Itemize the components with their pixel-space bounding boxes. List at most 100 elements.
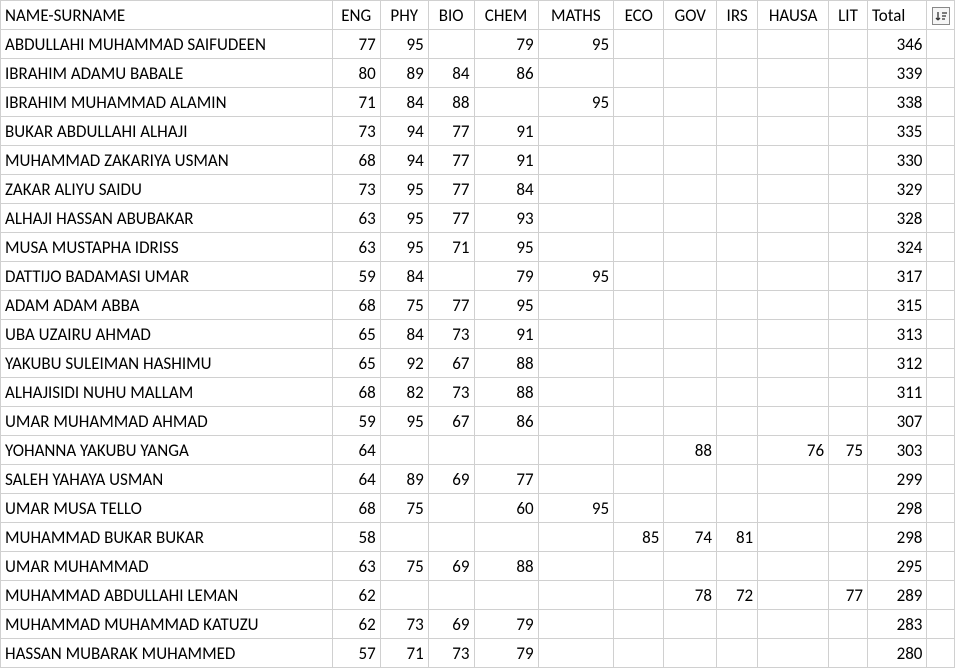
cell-hausa[interactable] xyxy=(758,59,829,88)
cell-hausa[interactable]: 76 xyxy=(758,436,829,465)
cell-irs[interactable] xyxy=(717,88,758,117)
cell-eng[interactable]: 57 xyxy=(332,639,380,668)
cell-hausa[interactable] xyxy=(758,320,829,349)
cell-eco[interactable] xyxy=(614,30,664,59)
cell-lit[interactable] xyxy=(829,494,868,523)
col-header-chem[interactable]: CHEM xyxy=(474,1,538,30)
cell-total[interactable]: 313 xyxy=(867,320,926,349)
cell-lit[interactable] xyxy=(829,262,868,291)
cell-hausa[interactable] xyxy=(758,523,829,552)
cell-lit[interactable] xyxy=(829,30,868,59)
cell-eco[interactable] xyxy=(614,494,664,523)
cell-empty[interactable] xyxy=(927,494,955,523)
cell-total[interactable]: 328 xyxy=(867,204,926,233)
cell-total[interactable]: 339 xyxy=(867,59,926,88)
cell-gov[interactable] xyxy=(664,407,717,436)
cell-hausa[interactable] xyxy=(758,610,829,639)
col-header-gov[interactable]: GOV xyxy=(664,1,717,30)
cell-bio[interactable]: 69 xyxy=(428,552,474,581)
cell-eng[interactable]: 65 xyxy=(332,320,380,349)
cell-maths[interactable] xyxy=(538,610,613,639)
cell-eng[interactable]: 77 xyxy=(332,30,380,59)
cell-phy[interactable]: 75 xyxy=(380,291,428,320)
cell-name[interactable]: ZAKAR ALIYU SAIDU xyxy=(1,175,333,204)
cell-lit[interactable]: 77 xyxy=(829,581,868,610)
cell-eng[interactable]: 73 xyxy=(332,117,380,146)
cell-eng[interactable]: 63 xyxy=(332,233,380,262)
cell-maths[interactable] xyxy=(538,378,613,407)
cell-eng[interactable]: 62 xyxy=(332,581,380,610)
cell-gov[interactable] xyxy=(664,175,717,204)
cell-eco[interactable] xyxy=(614,378,664,407)
cell-maths[interactable] xyxy=(538,552,613,581)
cell-chem[interactable]: 95 xyxy=(474,233,538,262)
cell-irs[interactable] xyxy=(717,378,758,407)
cell-empty[interactable] xyxy=(927,204,955,233)
cell-chem[interactable]: 79 xyxy=(474,610,538,639)
cell-eco[interactable] xyxy=(614,88,664,117)
cell-name[interactable]: IBRAHIM MUHAMMAD ALAMIN xyxy=(1,88,333,117)
cell-empty[interactable] xyxy=(927,436,955,465)
cell-empty[interactable] xyxy=(927,378,955,407)
cell-lit[interactable] xyxy=(829,175,868,204)
cell-bio[interactable]: 77 xyxy=(428,146,474,175)
cell-lit[interactable] xyxy=(829,204,868,233)
col-header-maths[interactable]: MATHS xyxy=(538,1,613,30)
cell-lit[interactable] xyxy=(829,465,868,494)
cell-irs[interactable] xyxy=(717,407,758,436)
cell-empty[interactable] xyxy=(927,581,955,610)
cell-eco[interactable] xyxy=(614,320,664,349)
cell-total[interactable]: 311 xyxy=(867,378,926,407)
cell-irs[interactable] xyxy=(717,320,758,349)
cell-hausa[interactable] xyxy=(758,146,829,175)
cell-irs[interactable] xyxy=(717,494,758,523)
cell-phy[interactable]: 95 xyxy=(380,30,428,59)
cell-empty[interactable] xyxy=(927,320,955,349)
cell-total[interactable]: 329 xyxy=(867,175,926,204)
cell-maths[interactable] xyxy=(538,407,613,436)
cell-total[interactable]: 283 xyxy=(867,610,926,639)
cell-lit[interactable] xyxy=(829,88,868,117)
cell-irs[interactable] xyxy=(717,349,758,378)
cell-irs[interactable] xyxy=(717,610,758,639)
cell-phy[interactable]: 82 xyxy=(380,378,428,407)
cell-hausa[interactable] xyxy=(758,581,829,610)
cell-maths[interactable]: 95 xyxy=(538,88,613,117)
cell-hausa[interactable] xyxy=(758,88,829,117)
cell-eng[interactable]: 65 xyxy=(332,349,380,378)
cell-hausa[interactable] xyxy=(758,494,829,523)
col-header-phy[interactable]: PHY xyxy=(380,1,428,30)
cell-phy[interactable]: 84 xyxy=(380,320,428,349)
cell-empty[interactable] xyxy=(927,233,955,262)
cell-eng[interactable]: 71 xyxy=(332,88,380,117)
cell-hausa[interactable] xyxy=(758,262,829,291)
cell-eco[interactable] xyxy=(614,407,664,436)
cell-gov[interactable] xyxy=(664,494,717,523)
cell-lit[interactable] xyxy=(829,523,868,552)
cell-total[interactable]: 335 xyxy=(867,117,926,146)
cell-chem[interactable]: 79 xyxy=(474,639,538,668)
cell-name[interactable]: MUHAMMAD BUKAR BUKAR xyxy=(1,523,333,552)
cell-total[interactable]: 298 xyxy=(867,494,926,523)
cell-total[interactable]: 317 xyxy=(867,262,926,291)
cell-phy[interactable]: 75 xyxy=(380,552,428,581)
cell-phy[interactable] xyxy=(380,581,428,610)
cell-gov[interactable] xyxy=(664,146,717,175)
cell-eco[interactable] xyxy=(614,146,664,175)
cell-gov[interactable] xyxy=(664,59,717,88)
cell-eng[interactable]: 62 xyxy=(332,610,380,639)
cell-irs[interactable] xyxy=(717,465,758,494)
cell-eng[interactable]: 59 xyxy=(332,262,380,291)
cell-name[interactable]: ABDULLAHI MUHAMMAD SAIFUDEEN xyxy=(1,30,333,59)
cell-gov[interactable]: 74 xyxy=(664,523,717,552)
cell-lit[interactable] xyxy=(829,349,868,378)
cell-eco[interactable] xyxy=(614,175,664,204)
cell-name[interactable]: BUKAR ABDULLAHI ALHAJI xyxy=(1,117,333,146)
cell-gov[interactable] xyxy=(664,262,717,291)
cell-bio[interactable]: 77 xyxy=(428,291,474,320)
cell-bio[interactable]: 67 xyxy=(428,349,474,378)
cell-gov[interactable] xyxy=(664,204,717,233)
cell-eco[interactable] xyxy=(614,291,664,320)
cell-name[interactable]: UMAR MUHAMMAD xyxy=(1,552,333,581)
cell-gov[interactable] xyxy=(664,88,717,117)
